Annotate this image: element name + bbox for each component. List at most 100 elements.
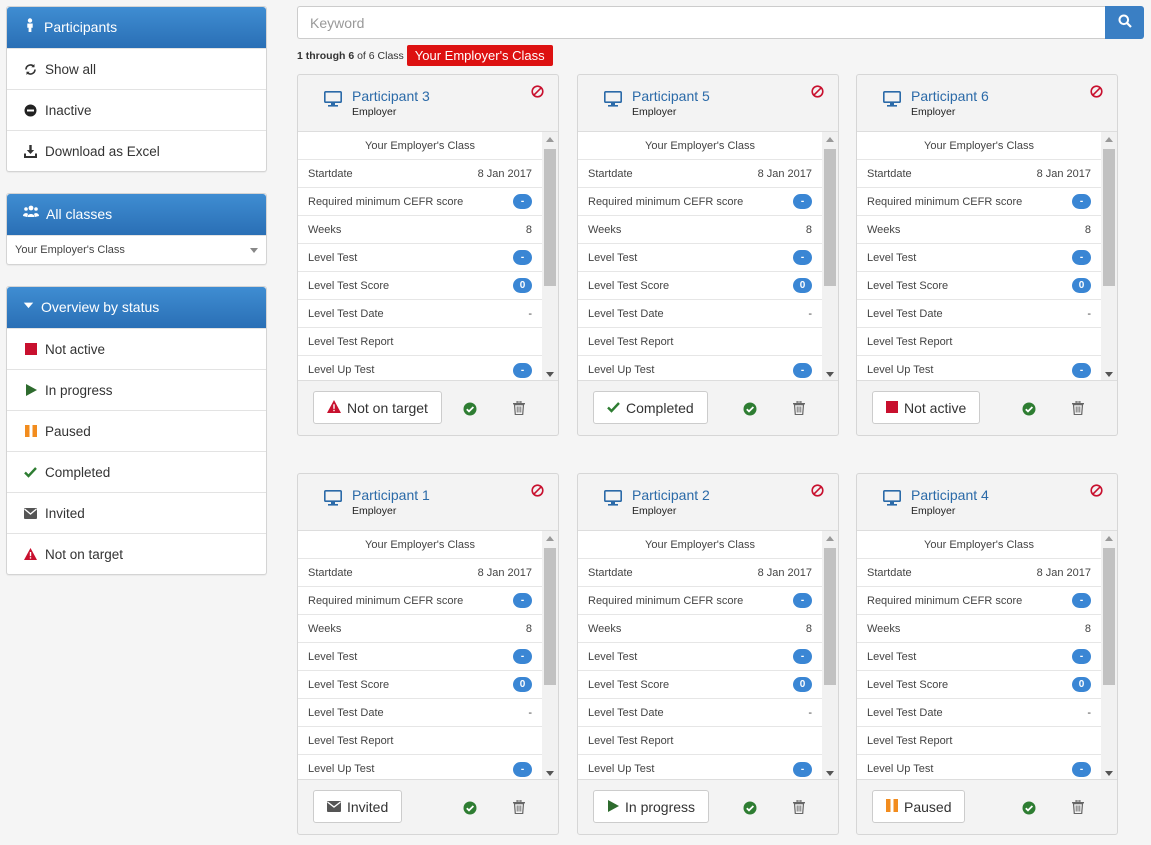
level-test-score-row: Level Test Score 0 <box>857 272 1101 300</box>
check-circle-icon[interactable] <box>743 402 757 419</box>
level-test-value: - <box>793 649 812 664</box>
classes-panel-header[interactable]: All classes <box>7 194 266 235</box>
class-filter-badge[interactable]: Your Employer's Class <box>406 45 553 66</box>
scroll-up-icon[interactable] <box>546 536 554 541</box>
participant-role: Employer <box>352 505 397 517</box>
startdate-value: 8 Jan 2017 <box>477 566 532 579</box>
check-circle-icon[interactable] <box>463 402 477 419</box>
status-button[interactable]: Not on target <box>313 391 442 424</box>
filter-in-progress[interactable]: In progress <box>7 369 266 410</box>
level-test-row: Level Test - <box>857 244 1101 272</box>
participant-name[interactable]: Participant 1 <box>352 487 430 503</box>
card-scrollbar[interactable] <box>1101 132 1117 380</box>
filter-invited[interactable]: Invited <box>7 492 266 533</box>
show-all-button[interactable]: Show all <box>7 48 266 89</box>
filter-completed[interactable]: Completed <box>7 451 266 492</box>
ban-icon[interactable] <box>811 484 824 500</box>
scroll-up-icon[interactable] <box>546 137 554 142</box>
minus-circle-icon <box>24 104 37 117</box>
scroll-up-icon[interactable] <box>826 536 834 541</box>
level-test-date-label: Level Test Date <box>308 307 384 320</box>
weeks-label: Weeks <box>867 223 901 236</box>
card-footer: Not on target <box>298 381 558 435</box>
scroll-up-icon[interactable] <box>1105 536 1113 541</box>
ban-icon[interactable] <box>1090 484 1103 500</box>
scroll-thumb[interactable] <box>824 149 836 286</box>
trash-icon[interactable] <box>793 799 805 817</box>
participant-card: Participant 1 Employer Your Employer's C… <box>297 473 559 835</box>
level-test-label: Level Test <box>308 251 358 264</box>
level-test-date-row: Level Test Date - <box>298 300 542 328</box>
ban-icon[interactable] <box>531 484 544 500</box>
scroll-up-icon[interactable] <box>1105 137 1113 142</box>
inactive-button[interactable]: Inactive <box>7 89 266 130</box>
scroll-thumb[interactable] <box>824 548 836 685</box>
trash-icon[interactable] <box>1072 799 1084 817</box>
participant-name[interactable]: Participant 5 <box>632 88 710 104</box>
monitor-icon <box>883 91 901 110</box>
participant-name[interactable]: Participant 3 <box>352 88 430 104</box>
weeks-label: Weeks <box>588 622 622 635</box>
check-circle-icon[interactable] <box>1022 801 1036 818</box>
card-footer: Completed <box>578 381 838 435</box>
card-header: Participant 4 Employer <box>857 474 1117 530</box>
trash-icon[interactable] <box>1072 400 1084 418</box>
search-input[interactable] <box>297 6 1105 39</box>
scroll-down-icon[interactable] <box>546 372 554 377</box>
scroll-thumb[interactable] <box>544 149 556 286</box>
filter-not-on-target[interactable]: Not on target <box>7 533 266 574</box>
check-circle-icon[interactable] <box>1022 402 1036 419</box>
trash-icon[interactable] <box>793 400 805 418</box>
scroll-down-icon[interactable] <box>1105 372 1113 377</box>
trash-icon[interactable] <box>513 799 525 817</box>
scroll-down-icon[interactable] <box>1105 771 1113 776</box>
warning-icon <box>327 399 341 416</box>
ban-icon[interactable] <box>811 85 824 101</box>
participants-panel-header[interactable]: Participants <box>7 7 266 48</box>
status-button[interactable]: Invited <box>313 790 403 823</box>
status-button[interactable]: Not active <box>872 391 981 424</box>
search-button[interactable] <box>1105 6 1144 39</box>
cefr-label: Required minimum CEFR score <box>588 594 744 607</box>
participant-name[interactable]: Participant 6 <box>911 88 989 104</box>
filter-in-progress-label: In progress <box>45 382 113 398</box>
download-excel-button[interactable]: Download as Excel <box>7 130 266 171</box>
results-count: 1 through 6 of 6 Class Your Employer's C… <box>297 45 553 66</box>
weeks-label: Weeks <box>308 622 342 635</box>
monitor-icon <box>324 91 342 110</box>
participant-name[interactable]: Participant 2 <box>632 487 710 503</box>
status-button[interactable]: In progress <box>593 790 710 823</box>
overview-panel-header[interactable]: Overview by status <box>7 287 266 328</box>
filter-paused[interactable]: Paused <box>7 410 266 451</box>
card-scrollbar[interactable] <box>822 531 838 779</box>
level-test-label: Level Test <box>308 650 358 663</box>
startdate-value: 8 Jan 2017 <box>757 167 812 180</box>
trash-icon[interactable] <box>513 400 525 418</box>
show-all-label: Show all <box>45 61 97 77</box>
check-circle-icon[interactable] <box>743 801 757 818</box>
scroll-down-icon[interactable] <box>826 372 834 377</box>
scroll-down-icon[interactable] <box>826 771 834 776</box>
class-select[interactable]: Your Employer's Class <box>7 235 266 264</box>
filter-not-active[interactable]: Not active <box>7 328 266 369</box>
scroll-up-icon[interactable] <box>826 137 834 142</box>
level-test-row: Level Test - <box>578 244 822 272</box>
card-scrollbar[interactable] <box>822 132 838 380</box>
level-test-report-row: Level Test Report <box>298 727 542 755</box>
status-button[interactable]: Paused <box>872 790 966 823</box>
ban-icon[interactable] <box>531 85 544 101</box>
card-scrollbar[interactable] <box>542 132 558 380</box>
ban-icon[interactable] <box>1090 85 1103 101</box>
cefr-value: - <box>793 593 812 608</box>
scroll-thumb[interactable] <box>1103 149 1115 286</box>
check-circle-icon[interactable] <box>463 801 477 818</box>
participant-name[interactable]: Participant 4 <box>911 487 989 503</box>
level-test-score-label: Level Test Score <box>867 678 949 691</box>
weeks-value: 8 <box>1084 223 1091 236</box>
scroll-thumb[interactable] <box>544 548 556 685</box>
card-scrollbar[interactable] <box>1101 531 1117 779</box>
scroll-down-icon[interactable] <box>546 771 554 776</box>
status-button[interactable]: Completed <box>593 391 708 424</box>
card-scrollbar[interactable] <box>542 531 558 779</box>
scroll-thumb[interactable] <box>1103 548 1115 685</box>
